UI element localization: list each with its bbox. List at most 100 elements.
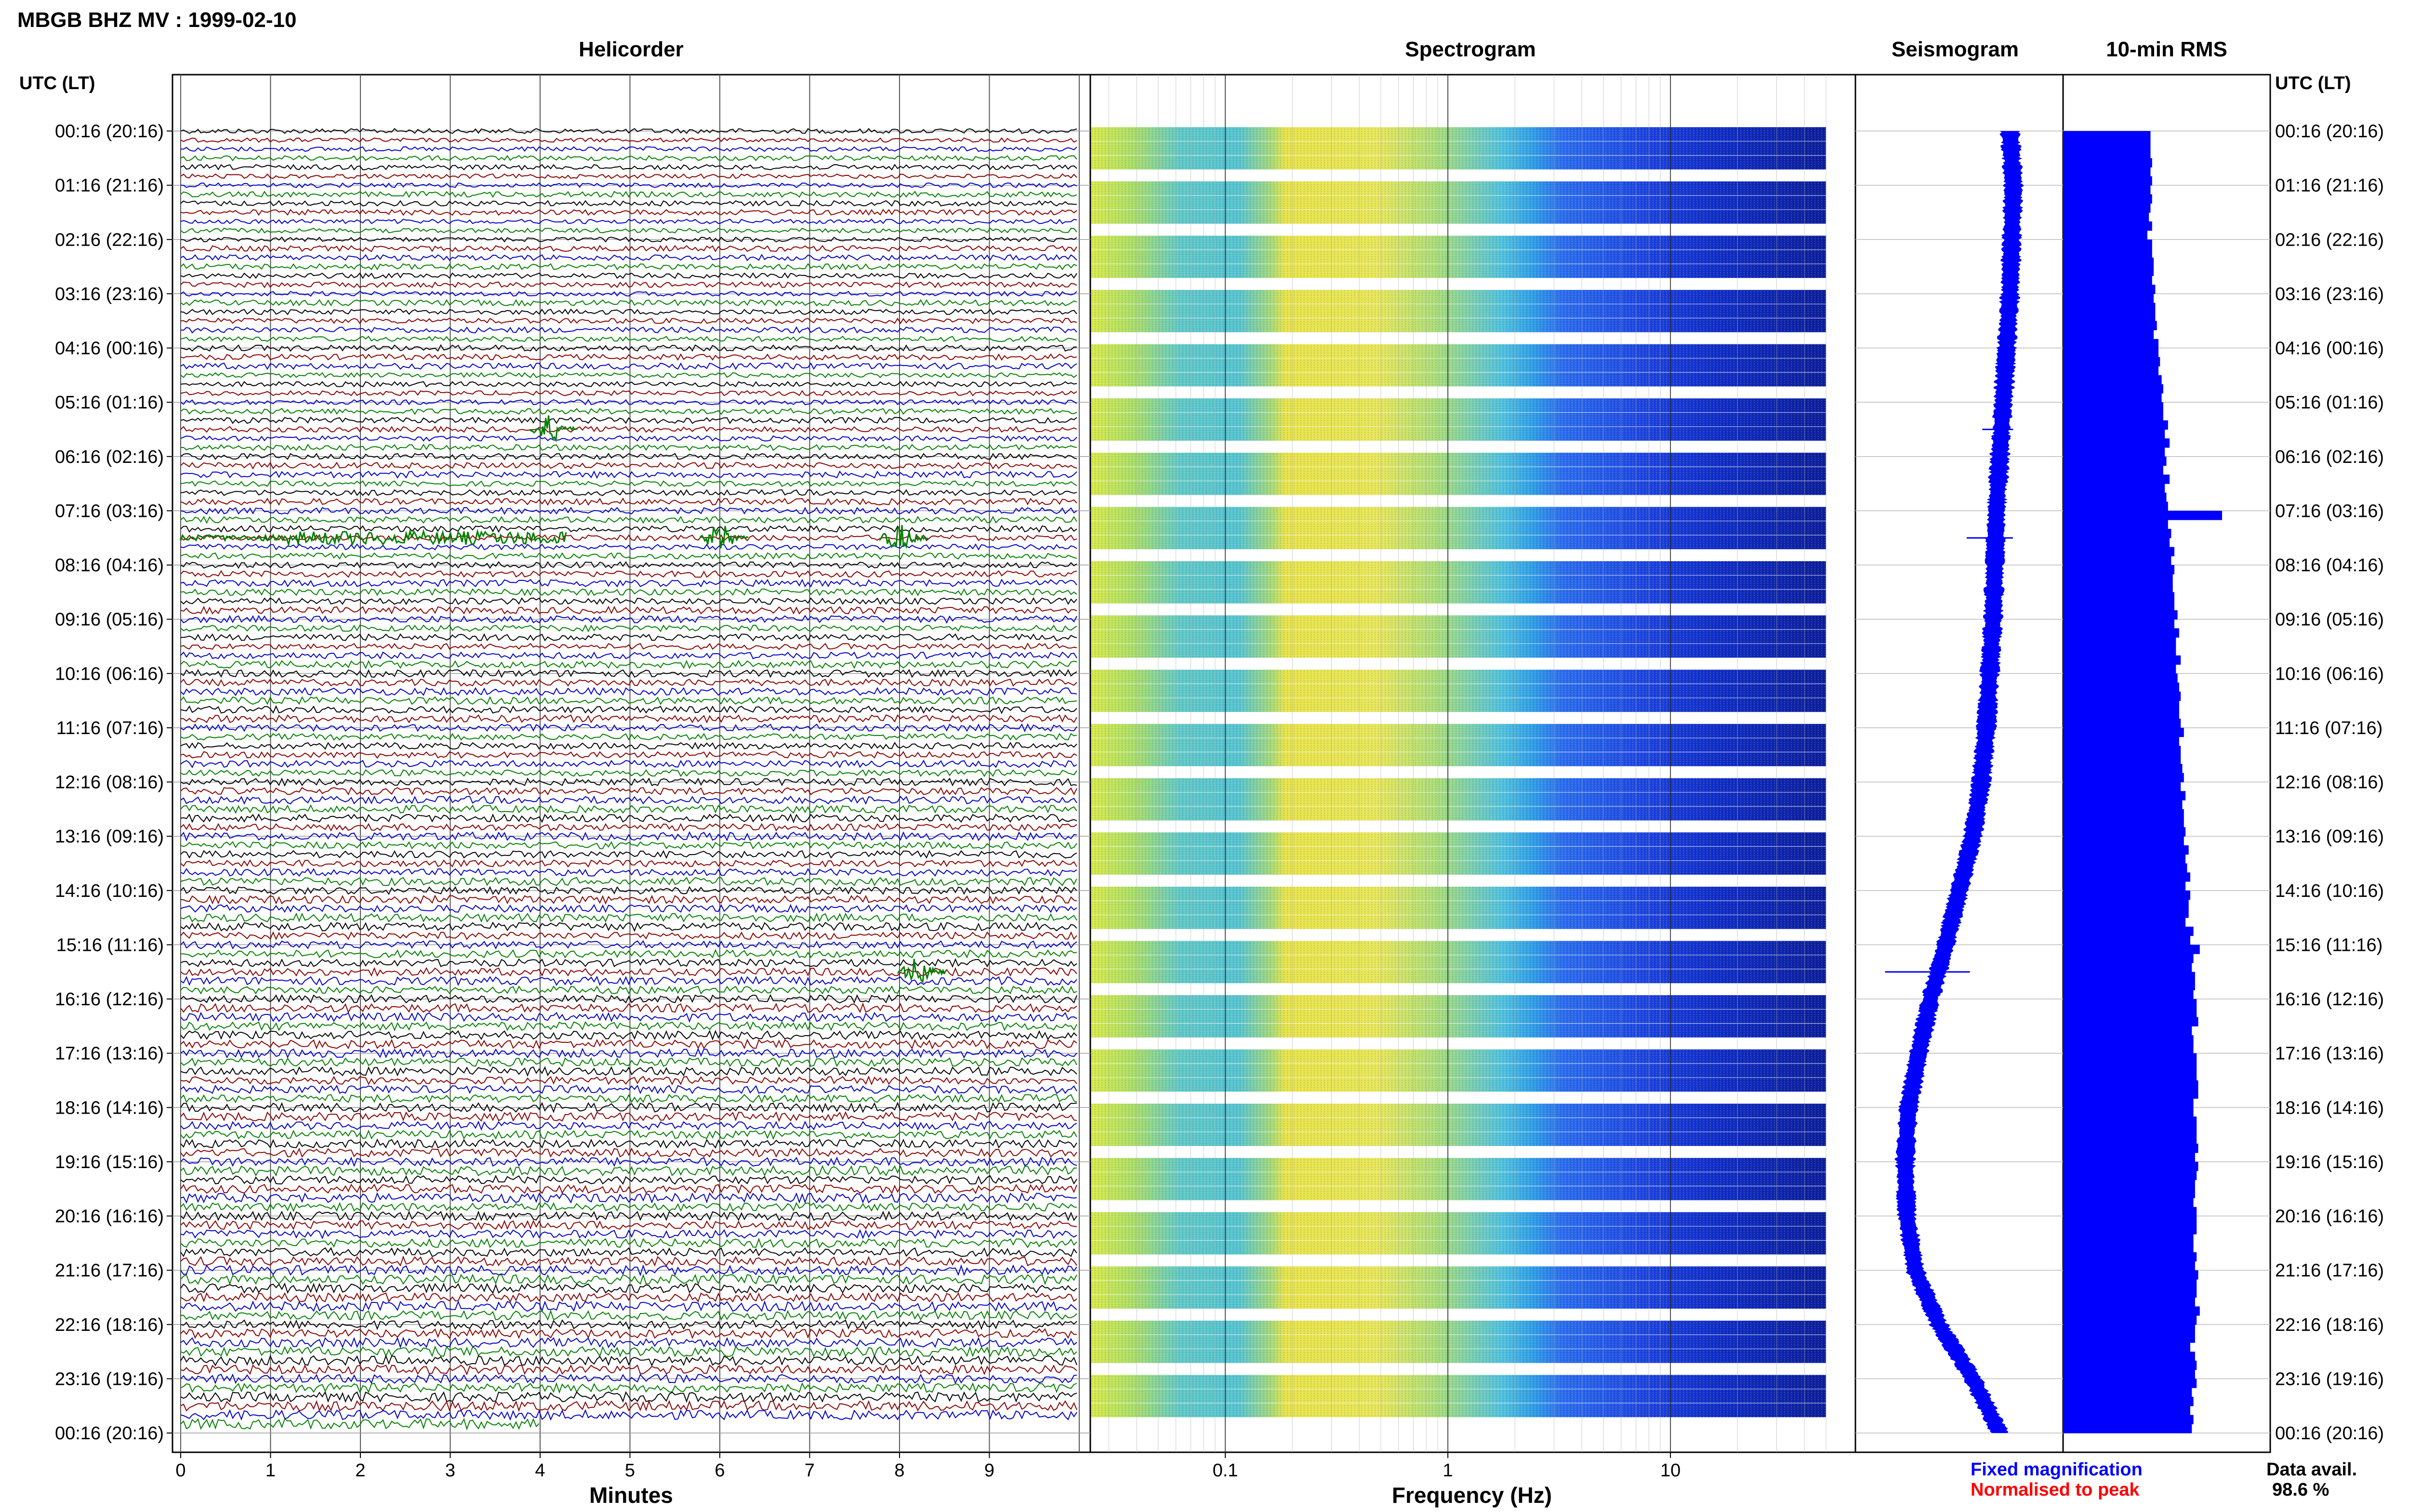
rms-bar bbox=[2063, 1180, 2195, 1189]
rms-bar bbox=[2063, 1288, 2197, 1298]
spectrogram-noise bbox=[1091, 670, 1826, 712]
helicorder-trace bbox=[180, 994, 1077, 1004]
helicorder-trace bbox=[180, 741, 1077, 750]
rms-bar bbox=[2063, 1170, 2197, 1180]
helicorder-trace bbox=[180, 1111, 1077, 1122]
rms-bar bbox=[2063, 782, 2181, 791]
helicorder-trace bbox=[180, 1075, 1077, 1086]
rms-bar bbox=[2063, 854, 2186, 864]
helicorder-trace bbox=[180, 1057, 1077, 1068]
frequency-axis: 0.1 1 10 bbox=[1213, 1452, 1681, 1481]
legend-normalised-to-peak: Normalised to peak bbox=[1971, 1480, 2140, 1500]
helicorder-trace bbox=[180, 1400, 1077, 1412]
left-time-tick-label: 07:16 (03:16) bbox=[55, 501, 164, 521]
rms-bar bbox=[2063, 1369, 2195, 1379]
helicorder-trace bbox=[180, 362, 1077, 370]
rms-bar bbox=[2063, 1306, 2200, 1316]
rms-bar bbox=[2063, 610, 2178, 620]
helicorder-trace bbox=[180, 831, 1077, 842]
spectrogram-noise bbox=[1091, 1320, 1826, 1363]
spectrogram-noise bbox=[1091, 289, 1826, 332]
left-time-tick-label: 15:16 (11:16) bbox=[56, 935, 164, 955]
helicorder-trace bbox=[180, 489, 1077, 497]
helicorder-trace bbox=[180, 534, 1077, 542]
helicorder-event bbox=[897, 959, 947, 984]
spectrogram-noise bbox=[1091, 1375, 1826, 1418]
rms-bar bbox=[2063, 402, 2163, 412]
helicorder-trace bbox=[180, 1274, 1077, 1286]
rms-bar bbox=[2063, 1026, 2192, 1036]
rms-bar bbox=[2063, 501, 2168, 511]
left-axis-label: UTC (LT) bbox=[19, 73, 95, 93]
helicorder-trace bbox=[180, 615, 1077, 624]
rms-bar bbox=[2063, 872, 2190, 882]
right-time-tick-label: 07:16 (03:16) bbox=[2275, 501, 2384, 521]
helicorder-trace bbox=[180, 813, 1077, 824]
left-time-tick-label: 00:16 (20:16) bbox=[55, 1423, 164, 1444]
rms-bar bbox=[2063, 655, 2181, 665]
minute-tick-label: 4 bbox=[535, 1460, 545, 1481]
helicorder-trace bbox=[180, 1021, 1077, 1032]
rms-bar bbox=[2063, 185, 2151, 195]
left-time-tick-label: 01:16 (21:16) bbox=[55, 176, 164, 196]
helicorder-trace bbox=[180, 597, 1077, 605]
rms-bar bbox=[2063, 1125, 2197, 1135]
spectrogram-noise bbox=[1091, 507, 1826, 550]
helicorder-trace bbox=[180, 696, 1077, 705]
rms-bar bbox=[2063, 764, 2183, 774]
helicorder-trace bbox=[180, 182, 1077, 188]
rms-bar bbox=[2063, 1216, 2197, 1225]
rms-bar bbox=[2063, 1342, 2190, 1352]
helicorder-title: Helicorder bbox=[579, 38, 684, 61]
helicorder-trace bbox=[180, 480, 1077, 487]
helicorder-trace bbox=[180, 1138, 1077, 1149]
helicorder-trace bbox=[180, 1029, 1077, 1041]
helicorder-trace bbox=[180, 190, 1077, 198]
rms-bar bbox=[2063, 1379, 2197, 1388]
helicorder-trace bbox=[180, 859, 1077, 868]
rms-bar bbox=[2063, 583, 2173, 592]
right-time-tick-label: 00:16 (20:16) bbox=[2275, 121, 2384, 142]
helicorder-trace bbox=[180, 344, 1077, 352]
left-time-tick-label: 20:16 (16:16) bbox=[55, 1207, 164, 1227]
rms-bar bbox=[2063, 1415, 2194, 1424]
helicorder-trace bbox=[180, 687, 1077, 697]
rms-bar bbox=[2063, 1225, 2197, 1235]
helicorder-trace bbox=[180, 1129, 1077, 1140]
helicorder-trace bbox=[180, 290, 1077, 297]
minute-tick-label: 7 bbox=[805, 1460, 815, 1481]
rms-bar bbox=[2063, 565, 2174, 575]
rms-bar bbox=[2063, 1388, 2192, 1397]
right-axis-label: UTC (LT) bbox=[2275, 73, 2351, 93]
helicorder-trace bbox=[180, 651, 1077, 659]
rms-bar bbox=[2063, 791, 2186, 801]
rms-bar bbox=[2063, 1252, 2197, 1262]
rms-bar bbox=[2063, 1243, 2194, 1253]
helicorder-trace bbox=[180, 1192, 1077, 1204]
helicorder-trace bbox=[180, 850, 1077, 859]
helicorder-trace bbox=[180, 164, 1077, 171]
minute-tick-label: 2 bbox=[355, 1460, 365, 1481]
right-time-tick-label: 21:16 (17:16) bbox=[2275, 1261, 2384, 1281]
rms-bar bbox=[2063, 203, 2151, 213]
rms-bar bbox=[2063, 1207, 2197, 1216]
helicorder-trace bbox=[180, 173, 1077, 179]
rms-bar bbox=[2063, 899, 2189, 909]
helicorder-trace bbox=[180, 1247, 1077, 1257]
helicorder-trace bbox=[180, 1102, 1077, 1114]
rms-bar bbox=[2063, 1153, 2195, 1162]
helicorder-trace bbox=[180, 1345, 1077, 1358]
rms-bar bbox=[2063, 972, 2195, 981]
helicorder-trace bbox=[180, 1282, 1077, 1294]
spectrogram-noise bbox=[1091, 127, 1826, 170]
data-avail-value: 98.6 % bbox=[2272, 1480, 2329, 1500]
helicorder-trace bbox=[180, 263, 1077, 271]
helicorder-trace bbox=[180, 1183, 1077, 1195]
helicorder-trace bbox=[180, 317, 1077, 325]
helicorder-event bbox=[529, 415, 578, 443]
helicorder-trace bbox=[180, 1237, 1077, 1249]
helicorder-trace bbox=[180, 137, 1077, 143]
left-time-tick-label: 10:16 (06:16) bbox=[55, 664, 164, 684]
rms-bar bbox=[2063, 990, 2194, 999]
minute-tick-label: 0 bbox=[175, 1460, 185, 1481]
